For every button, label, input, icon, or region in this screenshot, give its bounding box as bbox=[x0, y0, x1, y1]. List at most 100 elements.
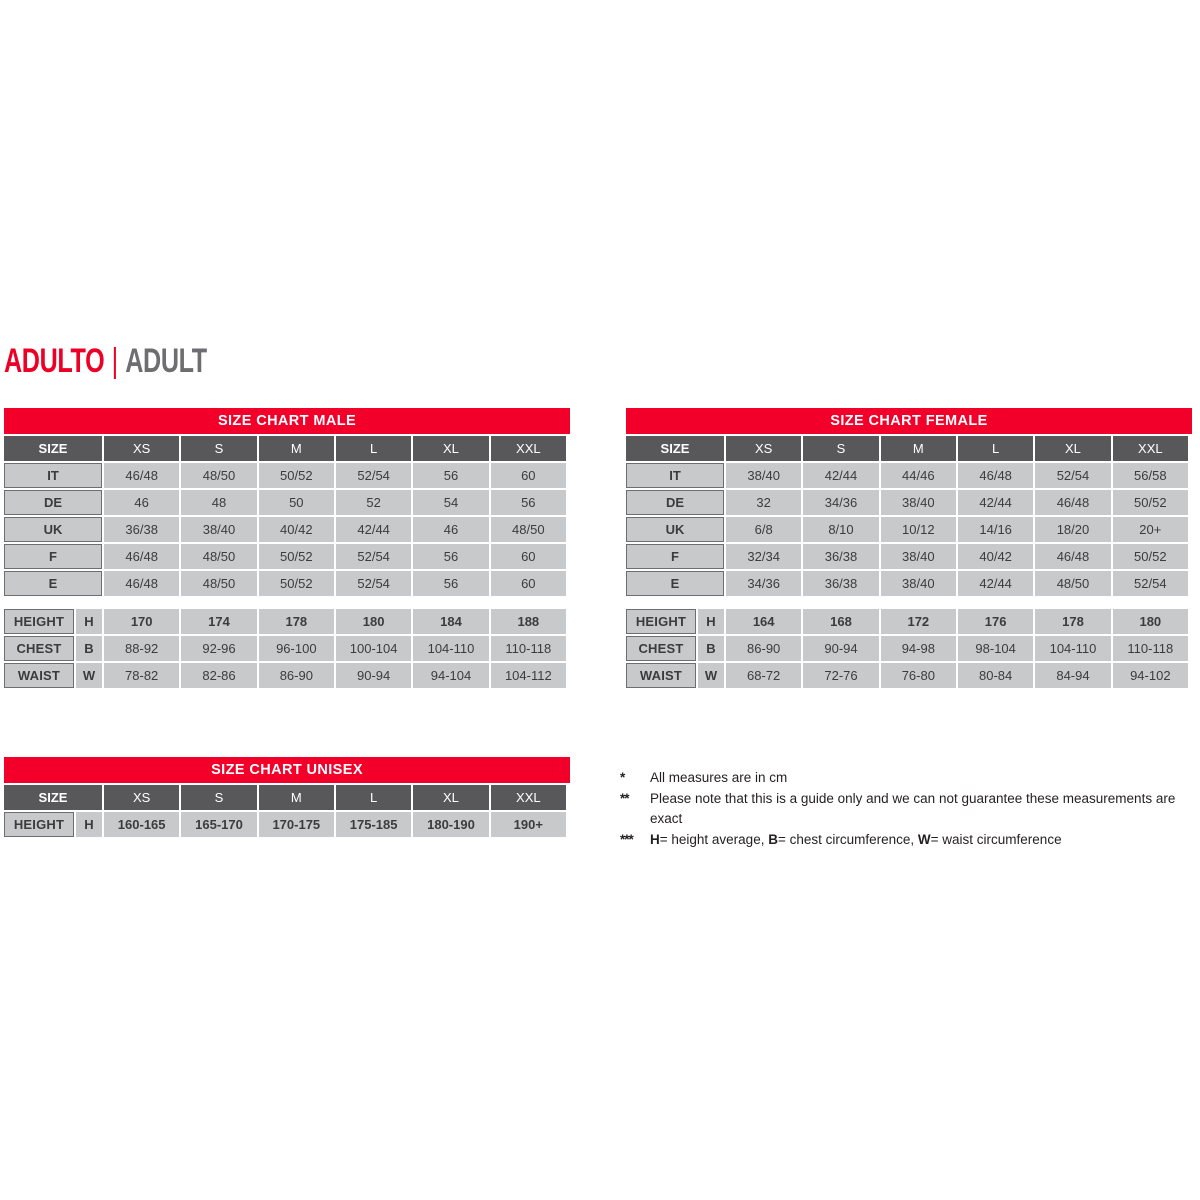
row-spacer bbox=[626, 598, 1188, 607]
cell-f-xs: 46/48 bbox=[104, 544, 180, 569]
table-row: UK 36/38 38/40 40/42 42/44 46 48/50 bbox=[4, 517, 566, 542]
column-header-size: SIZE bbox=[4, 785, 102, 810]
column-header-s: S bbox=[181, 785, 257, 810]
note-marker: ** bbox=[620, 790, 630, 806]
cell-it-s: 42/44 bbox=[803, 463, 879, 488]
row-label-f: F bbox=[626, 544, 724, 569]
column-header-m: M bbox=[258, 785, 334, 810]
spacer-cell bbox=[626, 598, 1188, 607]
cell-height-l: 180 bbox=[335, 609, 412, 634]
note-text: H= height average, B= chest circumferenc… bbox=[650, 831, 1062, 847]
column-header-l: L bbox=[335, 436, 412, 461]
cell-it-xs: 38/40 bbox=[726, 463, 802, 488]
table-row: F 46/48 48/50 50/52 52/54 56 60 bbox=[4, 544, 566, 569]
cell-e-s: 48/50 bbox=[181, 571, 257, 596]
note-marker: * bbox=[620, 770, 625, 785]
cell-height-xxl: 180 bbox=[1112, 609, 1188, 634]
column-header-m: M bbox=[880, 436, 956, 461]
row-label-chest: CHEST bbox=[4, 636, 74, 661]
badge-b: B bbox=[76, 636, 102, 661]
row-label-waist: WAIST bbox=[4, 663, 74, 688]
cell-uk-xl: 46 bbox=[413, 517, 489, 542]
note-text: Please note that this is a guide only an… bbox=[650, 790, 1176, 827]
table-header-row: SIZE XS S M L XL XXL bbox=[4, 785, 566, 810]
table-row: CHEST B 88-92 92-96 96-100 100-104 104-110 110-… bbox=[4, 636, 566, 661]
badge-h: H bbox=[76, 812, 102, 837]
page-title: ADULTO | ADULT bbox=[4, 344, 207, 378]
chart-table-female: SIZE XS S M L XL XXL IT 38/40 42/44 44/46 46/48 52/5… bbox=[624, 434, 1190, 690]
cell-de-xxl: 56 bbox=[490, 490, 566, 515]
cell-uk-m: 40/42 bbox=[258, 517, 334, 542]
column-header-m: M bbox=[258, 436, 334, 461]
column-header-xs: XS bbox=[726, 436, 802, 461]
cell-f-xs: 32/34 bbox=[726, 544, 802, 569]
cell-f-l: 40/42 bbox=[957, 544, 1034, 569]
note-marker: *** bbox=[620, 831, 634, 847]
column-header-xxl: XXL bbox=[490, 436, 566, 461]
cell-uk-l: 42/44 bbox=[335, 517, 412, 542]
badge-h: H bbox=[698, 609, 724, 634]
column-header-xl: XL bbox=[413, 785, 489, 810]
column-header-s: S bbox=[803, 436, 879, 461]
row-label-height: HEIGHT bbox=[626, 609, 696, 634]
column-header-l: L bbox=[335, 785, 412, 810]
cell-height-l: 176 bbox=[957, 609, 1034, 634]
row-label-waist: WAIST bbox=[626, 663, 696, 688]
column-header-xs: XS bbox=[104, 785, 180, 810]
cell-height-l: 175-185 bbox=[335, 812, 412, 837]
badge-b: B bbox=[698, 636, 724, 661]
cell-waist-xs: 78-82 bbox=[104, 663, 180, 688]
cell-it-xl: 56 bbox=[413, 463, 489, 488]
cell-e-xxl: 60 bbox=[490, 571, 566, 596]
cell-uk-s: 8/10 bbox=[803, 517, 879, 542]
cell-f-xl: 56 bbox=[413, 544, 489, 569]
cell-f-m: 50/52 bbox=[258, 544, 334, 569]
cell-uk-xxl: 20+ bbox=[1112, 517, 1188, 542]
row-label-de: DE bbox=[626, 490, 724, 515]
cell-de-xl: 46/48 bbox=[1035, 490, 1111, 515]
row-label-uk: UK bbox=[626, 517, 724, 542]
cell-de-s: 48 bbox=[181, 490, 257, 515]
cell-waist-xxl: 104-112 bbox=[490, 663, 566, 688]
chart-table-unisex: SIZE XS S M L XL XXL HEIGHT H 160-165 165-170 170-1… bbox=[2, 783, 568, 839]
cell-waist-l: 90-94 bbox=[335, 663, 412, 688]
chart-title-male: SIZE CHART MALE bbox=[4, 408, 570, 434]
cell-chest-xxl: 110-118 bbox=[490, 636, 566, 661]
cell-chest-xl: 104-110 bbox=[1035, 636, 1111, 661]
cell-chest-xs: 88-92 bbox=[104, 636, 180, 661]
cell-waist-s: 82-86 bbox=[181, 663, 257, 688]
cell-uk-l: 14/16 bbox=[957, 517, 1034, 542]
badge-w: W bbox=[76, 663, 102, 688]
cell-waist-s: 72-76 bbox=[803, 663, 879, 688]
cell-e-m: 50/52 bbox=[258, 571, 334, 596]
cell-f-m: 38/40 bbox=[880, 544, 956, 569]
column-header-size: SIZE bbox=[4, 436, 102, 461]
row-label-de: DE bbox=[4, 490, 102, 515]
cell-uk-xs: 36/38 bbox=[104, 517, 180, 542]
cell-e-l: 52/54 bbox=[335, 571, 412, 596]
column-header-xl: XL bbox=[1035, 436, 1111, 461]
cell-chest-s: 92-96 bbox=[181, 636, 257, 661]
cell-height-xs: 164 bbox=[726, 609, 802, 634]
cell-uk-m: 10/12 bbox=[880, 517, 956, 542]
note-item: * All measures are in cm bbox=[620, 768, 1200, 789]
note-item: ** Please note that this is a guide only … bbox=[620, 789, 1200, 830]
cell-f-l: 52/54 bbox=[335, 544, 412, 569]
cell-f-xxl: 50/52 bbox=[1112, 544, 1188, 569]
spacer-cell bbox=[4, 598, 566, 607]
row-label-e: E bbox=[626, 571, 724, 596]
cell-height-s: 174 bbox=[181, 609, 257, 634]
cell-height-m: 170-175 bbox=[258, 812, 334, 837]
cell-waist-xs: 68-72 bbox=[726, 663, 802, 688]
size-chart-unisex: SIZE CHART UNISEX SIZE XS S M L XL XXL HEIGHT H 16… bbox=[4, 757, 570, 837]
cell-height-s: 168 bbox=[803, 609, 879, 634]
cell-height-xl: 180-190 bbox=[413, 812, 489, 837]
row-label-uk: UK bbox=[4, 517, 102, 542]
badge-w: W bbox=[698, 663, 724, 688]
cell-de-m: 50 bbox=[258, 490, 334, 515]
cell-waist-xl: 84-94 bbox=[1035, 663, 1111, 688]
cell-it-xs: 46/48 bbox=[104, 463, 180, 488]
notes-block: * All measures are in cm ** Please note tha… bbox=[620, 768, 1200, 850]
cell-waist-xxl: 94-102 bbox=[1112, 663, 1188, 688]
